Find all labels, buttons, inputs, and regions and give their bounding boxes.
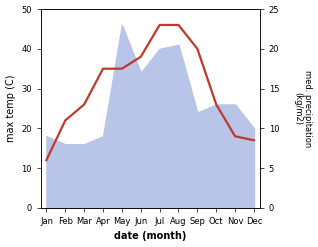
Y-axis label: med. precipitation
(kg/m2): med. precipitation (kg/m2) [293,70,313,147]
Y-axis label: max temp (C): max temp (C) [5,75,16,142]
X-axis label: date (month): date (month) [114,231,186,242]
